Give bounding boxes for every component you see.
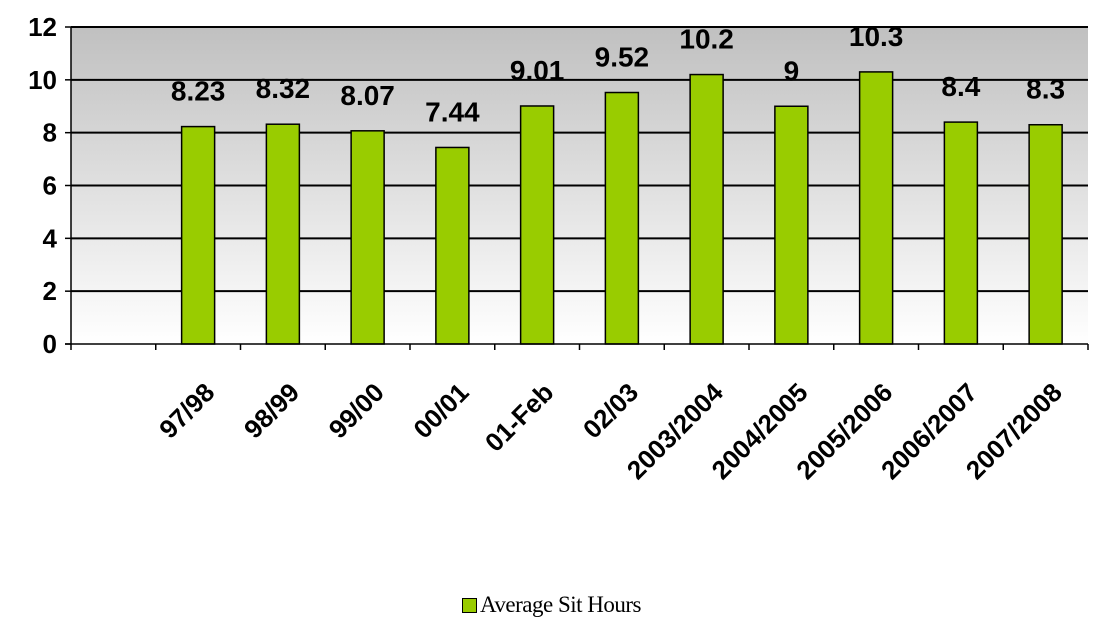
bar [1028, 123, 1063, 345]
y-tick-label: 6 [43, 171, 57, 201]
data-label: 8.32 [256, 73, 311, 104]
bar [943, 121, 979, 345]
y-tick-label: 12 [28, 12, 57, 42]
x-tick-label: 98/99 [238, 377, 305, 444]
bar [604, 91, 640, 345]
data-label: 9.52 [595, 42, 650, 73]
legend-label: Average Sit Hours [480, 592, 641, 617]
data-label: 8.07 [340, 80, 395, 111]
x-tick-label: 00/01 [407, 377, 474, 444]
bar [689, 73, 724, 345]
axes [65, 26, 1089, 350]
data-label: 8.4 [941, 71, 980, 102]
data-label: 10.3 [849, 21, 904, 52]
data-label: 7.44 [425, 96, 480, 127]
data-label: 10.2 [679, 24, 734, 55]
legend-swatch [462, 597, 477, 613]
x-tick-label: 99/00 [323, 377, 390, 444]
data-label: 9 [784, 55, 800, 86]
data-label: 8.23 [171, 76, 226, 107]
data-label: 9.01 [510, 55, 565, 86]
bar [350, 130, 385, 345]
y-tick-label: 2 [43, 276, 57, 306]
bar [774, 105, 809, 345]
legend: Average Sit Hours [462, 592, 641, 618]
y-tick-label: 4 [43, 223, 58, 253]
bars [180, 71, 1063, 345]
y-tick-label: 8 [43, 118, 57, 148]
y-tick-label: 10 [28, 65, 57, 95]
bar [858, 71, 894, 345]
bar [180, 125, 216, 345]
bar [435, 146, 470, 345]
y-tick-label: 0 [43, 329, 57, 359]
bar [519, 105, 555, 345]
x-tick-label: 97/98 [153, 377, 220, 444]
gridlines [71, 26, 1088, 293]
data-label: 8.3 [1026, 74, 1065, 105]
x-tick-label: 02/03 [577, 377, 644, 444]
x-tick-label: 01-Feb [479, 377, 559, 457]
bar [265, 123, 301, 345]
